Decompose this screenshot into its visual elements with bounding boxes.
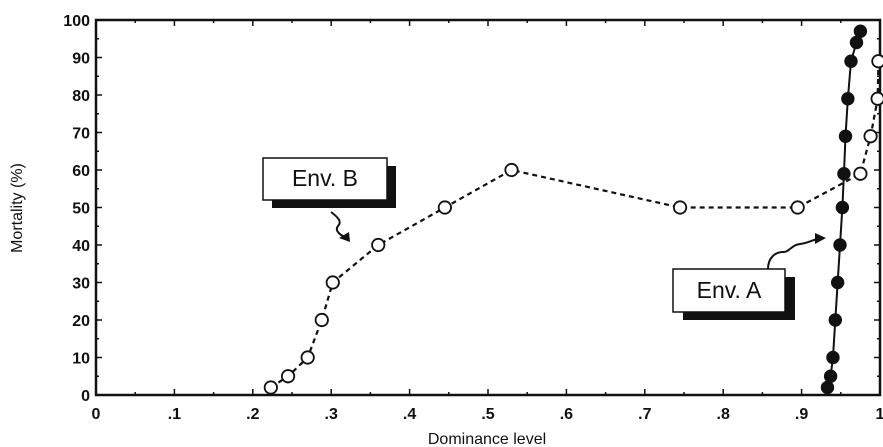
data-point-env-b [263, 380, 278, 395]
y-tick-label: 30 [72, 276, 90, 293]
data-point-env-b [314, 312, 329, 328]
env-a-arrowhead [815, 233, 826, 244]
data-point-env-a [826, 350, 840, 365]
series-line-env-b [270, 61, 880, 389]
data-point-env-b [672, 200, 688, 215]
y-tick-label: 40 [72, 238, 90, 255]
y-tick-labels: 0 10 20 30 40 50 60 70 80 90 100 [63, 13, 90, 405]
y-axis-title: Mortality (%) [9, 163, 26, 253]
data-point-env-b [437, 200, 452, 215]
x-tick-labels: 0 .1 .2 .3 .4 .5 .6 .7 .8 .9 1 [92, 406, 883, 423]
env-a-squiggle-arrow [767, 238, 819, 270]
data-point-env-a [820, 380, 835, 395]
data-point-env-b [371, 237, 386, 253]
data-point-env-b [870, 91, 883, 106]
y-tick-label: 60 [72, 163, 90, 180]
env-a-annotation: Env. A [672, 233, 826, 320]
data-point-env-a [844, 54, 858, 68]
x-tick-label: .3 [325, 406, 338, 423]
data-point-env-a [833, 238, 847, 252]
x-tick-label: .9 [795, 406, 808, 423]
data-point-env-a [830, 275, 845, 290]
data-point-env-b [871, 54, 883, 69]
data-point-env-b [790, 200, 805, 215]
x-tick-label: .2 [246, 406, 259, 423]
y-tick-label: 100 [63, 13, 90, 30]
x-tick-label: 0 [92, 406, 101, 423]
data-point-env-b [863, 129, 878, 144]
data-point-env-a [841, 92, 855, 106]
plot-frame [94, 18, 882, 397]
data-point-env-b [325, 275, 340, 290]
data-point-env-a [853, 24, 868, 38]
x-tick-label: .7 [638, 406, 651, 423]
data-point-env-b [280, 369, 296, 384]
y-tick-label: 80 [72, 88, 90, 105]
y-tick-label: 20 [72, 313, 90, 330]
env-b-label: Env. B [292, 165, 358, 191]
series-layer [263, 24, 883, 395]
data-point-env-a [823, 369, 838, 383]
data-point-env-b [853, 166, 868, 181]
y-tick-label: 10 [72, 351, 90, 368]
data-point-env-a [849, 35, 864, 50]
y-tick-label: 90 [72, 51, 90, 68]
axis-ticks [95, 19, 881, 396]
x-axis-title: Dominance level [428, 431, 546, 447]
x-tick-label: .8 [717, 406, 730, 423]
x-tick-label: .4 [403, 406, 416, 423]
env-b-squiggle-arrow [330, 211, 349, 239]
env-b-annotation: Env. B [262, 157, 396, 242]
x-tick-label: .6 [560, 406, 573, 423]
data-point-env-a [837, 167, 851, 181]
y-tick-label: 0 [81, 388, 90, 405]
x-tick-label: .1 [168, 406, 181, 423]
y-tick-label: 50 [72, 201, 90, 218]
y-tick-label: 70 [72, 126, 90, 143]
env-a-box [672, 268, 786, 313]
x-tick-label: .5 [481, 406, 494, 423]
data-point-env-a [838, 129, 853, 143]
x-tick-label: 1 [876, 406, 883, 423]
data-point-env-b [504, 162, 519, 178]
plot-border [94, 18, 882, 397]
data-point-env-a [828, 313, 843, 327]
env-b-box [262, 157, 388, 201]
data-point-env-a [835, 200, 850, 215]
env-b-arrowhead [339, 232, 350, 242]
data-point-env-b [300, 350, 315, 365]
env-a-label: Env. A [697, 277, 762, 303]
